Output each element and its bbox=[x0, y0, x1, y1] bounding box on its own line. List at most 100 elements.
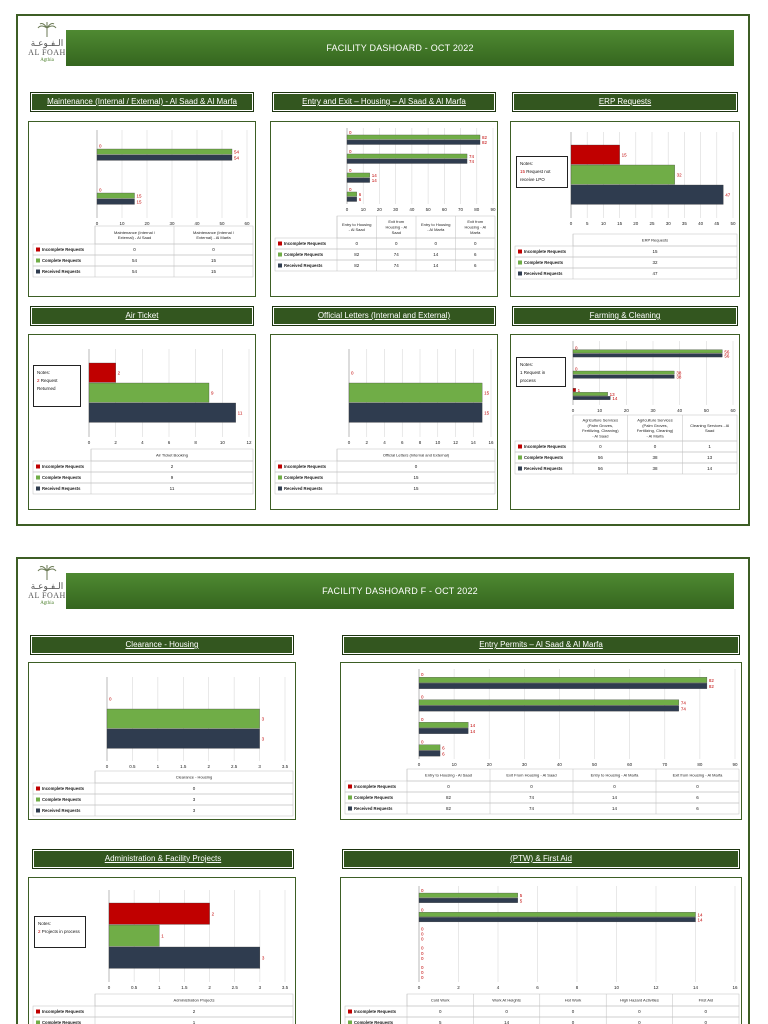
x-tick-label: 60 bbox=[730, 408, 736, 413]
data-label: 0 bbox=[349, 130, 352, 135]
table-row bbox=[344, 1016, 740, 1024]
x-tick-label: 10 bbox=[220, 440, 226, 445]
x-tick-label: 0 bbox=[108, 985, 111, 990]
table-cell: 56 bbox=[598, 455, 604, 460]
table-cell: 0 bbox=[447, 784, 450, 789]
legend-swatch bbox=[36, 797, 40, 802]
maint-chart-panel: 0 10 20 30 40 50 60 0 54 54 0 15 15 Maintenance (Inte… bbox=[28, 121, 256, 297]
x-tick-label: 2.5 bbox=[231, 764, 238, 769]
x-tick-label: 1.5 bbox=[180, 764, 187, 769]
data-label: 6 bbox=[359, 192, 362, 197]
x-tick-label: 30 bbox=[522, 762, 528, 767]
table-cell: 6 bbox=[696, 806, 699, 811]
data-label: 2 bbox=[212, 912, 215, 917]
bar-complete bbox=[346, 134, 481, 140]
series-label: Complete Requests bbox=[524, 260, 564, 265]
series-label: Complete Requests bbox=[354, 1020, 394, 1024]
category-label: Official Letters (Internal and External) bbox=[383, 453, 450, 458]
series-label: Received Requests bbox=[284, 486, 323, 491]
table-cell: 54 bbox=[132, 258, 138, 263]
legend-swatch bbox=[36, 475, 40, 480]
table-cell: 56 bbox=[598, 466, 604, 471]
data-label: 74 bbox=[469, 154, 475, 159]
permits-chart-panel: 0 10 20 30 40 50 60 70 80 90 0 82 82 0 74 74 0 14 14 0 6 6 Ent… bbox=[340, 662, 742, 820]
table-cell: 0 bbox=[395, 241, 398, 246]
data-label: 0 bbox=[421, 975, 424, 980]
data-label: 15 bbox=[137, 194, 143, 199]
notes-text: Request not receive LPO bbox=[520, 169, 551, 182]
table-cell: 9 bbox=[171, 475, 174, 480]
bar-incomplete bbox=[570, 144, 620, 165]
table-cell: 15 bbox=[413, 475, 419, 480]
x-tick-label: 10 bbox=[435, 440, 441, 445]
category-label: Administration Projects bbox=[174, 998, 215, 1003]
notes-label: Notes: bbox=[38, 921, 52, 926]
category-label: (Palm Groves, bbox=[588, 423, 614, 428]
table-cell: 14 bbox=[612, 795, 618, 800]
admin-header: Administration & Facility Projects bbox=[32, 849, 294, 869]
notes-label: Notes: bbox=[520, 161, 534, 166]
series-label: Complete Requests bbox=[42, 475, 82, 480]
data-label: 14 bbox=[470, 723, 476, 728]
table-cell: 74 bbox=[529, 806, 535, 811]
x-tick-label: 10 bbox=[452, 762, 458, 767]
table-cell: 0 bbox=[133, 247, 136, 252]
x-tick-label: 14 bbox=[471, 440, 477, 445]
series-label: Received Requests bbox=[284, 263, 323, 268]
legend-swatch bbox=[518, 455, 522, 460]
table-cell: 6 bbox=[474, 252, 477, 257]
category-label: External) - Al Saad bbox=[118, 235, 151, 240]
table-cell: 32 bbox=[652, 260, 658, 265]
legend-swatch bbox=[36, 269, 40, 274]
table-cell: 82 bbox=[354, 263, 360, 268]
data-label: 0 bbox=[421, 956, 424, 961]
table-cell: 15 bbox=[211, 258, 217, 263]
table-cell: 0 bbox=[415, 464, 418, 469]
x-tick-label: 0 bbox=[418, 985, 421, 990]
category-label: Fertilizing, Cleaning) bbox=[637, 428, 674, 433]
admin-chart: 0 0.5 1 1.5 2 2.5 3 3.5 2 1 3 Administration Projec… bbox=[32, 890, 294, 1024]
table-cell: 14 bbox=[433, 252, 439, 257]
category-label: Cold Work bbox=[431, 998, 450, 1003]
table-cell: 0 bbox=[696, 784, 699, 789]
x-tick-label: 2 bbox=[457, 985, 460, 990]
bar-received bbox=[346, 177, 370, 183]
permits-chart: 0 10 20 30 40 50 60 70 80 90082820747401414066Ent… bbox=[344, 669, 740, 815]
data-label: 0 bbox=[349, 187, 352, 192]
bar-complete bbox=[418, 912, 696, 917]
series-label: Received Requests bbox=[42, 808, 81, 813]
x-tick-label: 10 bbox=[601, 221, 607, 226]
data-label: 0 bbox=[99, 188, 102, 193]
data-label: 14 bbox=[698, 912, 704, 917]
clearance-header: Clearance - Housing bbox=[30, 635, 294, 655]
bar-complete bbox=[418, 892, 518, 898]
table-cell: 14 bbox=[707, 466, 713, 471]
al-foah-logo: الـفـوعـة AL FOAH Agthia bbox=[24, 565, 70, 617]
table-row bbox=[344, 802, 740, 815]
data-label: 0 bbox=[421, 946, 424, 951]
table-row bbox=[32, 265, 254, 278]
series-label: Incomplete Requests bbox=[354, 1009, 397, 1014]
bar-received bbox=[418, 917, 696, 923]
x-tick-label: 8 bbox=[194, 440, 197, 445]
x-tick-label: 50 bbox=[219, 221, 225, 226]
x-tick-label: 0 bbox=[88, 440, 91, 445]
bar-incomplete bbox=[572, 388, 576, 392]
x-tick-label: 1.5 bbox=[181, 985, 188, 990]
bar-complete bbox=[572, 370, 675, 375]
clearance-chart: 0 0.5 1 1.5 2 2.5 3 3.5 0 3 3 Clearance - Housing In… bbox=[32, 677, 294, 817]
bar-complete bbox=[346, 191, 357, 197]
x-tick-label: 50 bbox=[704, 408, 710, 413]
x-tick-label: 25 bbox=[649, 221, 655, 226]
legend-swatch bbox=[348, 784, 352, 789]
x-tick-label: 8 bbox=[576, 985, 579, 990]
x-tick-label: 3.5 bbox=[282, 764, 289, 769]
legend-swatch bbox=[518, 444, 522, 449]
legend-swatch bbox=[36, 258, 40, 263]
x-tick-label: 60 bbox=[244, 221, 250, 226]
air-header: Air Ticket bbox=[30, 306, 254, 326]
series-label: Incomplete Requests bbox=[284, 241, 327, 246]
bar-complete bbox=[572, 392, 608, 396]
bar-complete bbox=[572, 349, 723, 354]
